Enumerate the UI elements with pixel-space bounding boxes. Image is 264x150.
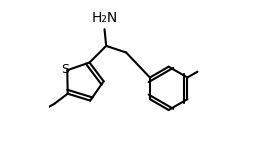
- Text: H₂N: H₂N: [91, 11, 118, 25]
- Text: S: S: [61, 63, 69, 76]
